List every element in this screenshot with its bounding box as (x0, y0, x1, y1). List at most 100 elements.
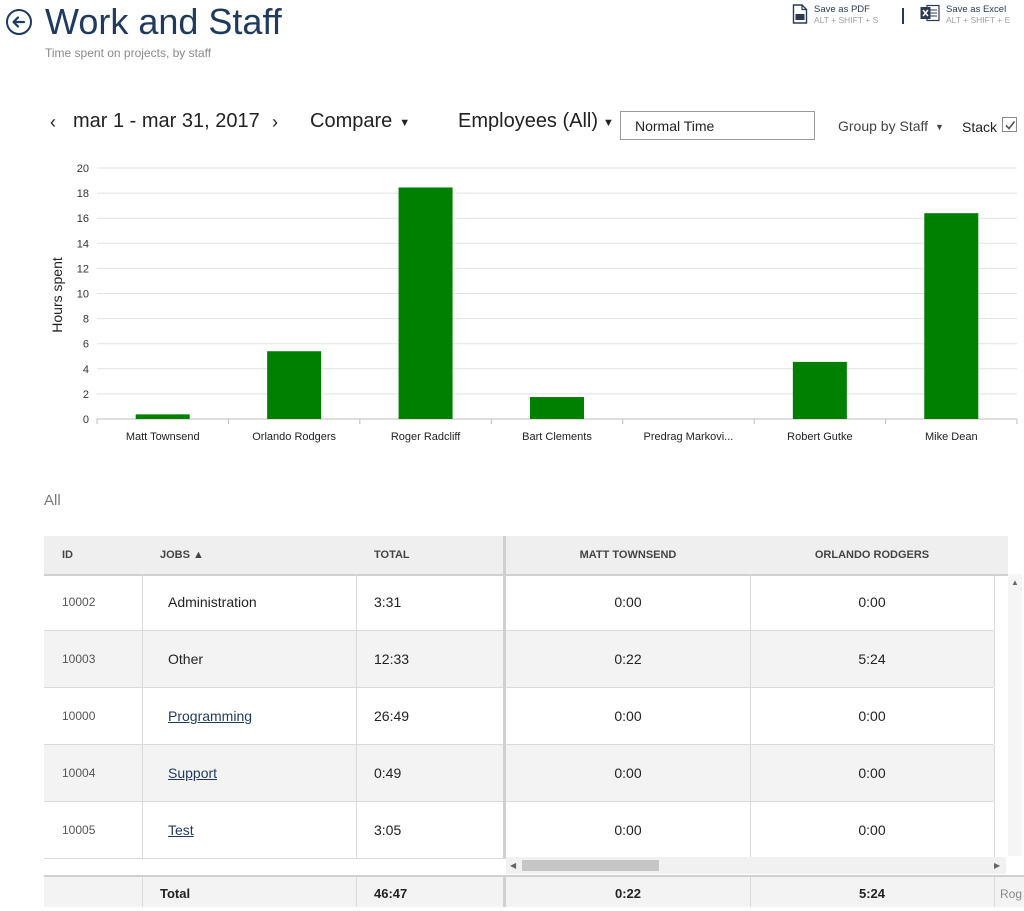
footer-divider (750, 877, 751, 907)
job-link[interactable]: Support (168, 765, 218, 781)
footer-orlando-rodgers-total: 5:24 (858, 886, 886, 901)
x-tick-label: Predrag Markovi... (643, 431, 733, 443)
compare-label: Compare (310, 110, 393, 132)
grid-footer: Total 46:47 0:22 5:24 Rog (44, 875, 1024, 907)
chart-gridlines (97, 167, 1017, 420)
employees-label: Employees (All) (458, 110, 599, 132)
bar[interactable] (792, 361, 847, 419)
y-tick-label: 14 (77, 238, 89, 250)
group-by-dropdown[interactable]: Group by Staff ▼ (838, 118, 944, 134)
cell-divider (750, 745, 751, 801)
table-row[interactable]: 10000 Programming 26:49 0:00 0:00 (44, 688, 995, 745)
y-tick-label: 10 (77, 289, 89, 301)
vertical-scrollbar[interactable]: ▲ (1008, 574, 1022, 856)
compare-dropdown[interactable]: Compare ▼ (310, 110, 410, 133)
horizontal-scrollbar[interactable]: ◀ ▶ (506, 857, 1006, 874)
arrow-left-icon (12, 16, 26, 28)
job-link[interactable]: Programming (168, 708, 253, 724)
y-tick-label: 8 (83, 314, 89, 326)
x-tick-label: Matt Townsend (126, 431, 200, 443)
footer-total-label: Total (160, 886, 191, 901)
row-id: 10004 (62, 766, 96, 780)
grid-header: ID JOBS ▲ TOTAL MATT TOWNSEND ORLANDO RO… (44, 536, 1008, 576)
header-total[interactable]: TOTAL (374, 549, 410, 561)
row-orlando-rodgers: 0:00 (858, 822, 886, 838)
row-matt-townsend: 0:00 (614, 594, 642, 610)
table-row[interactable]: 10005 Test 3:05 0:00 0:00 (44, 802, 995, 859)
employees-dropdown[interactable]: Employees (All) ▼ (458, 110, 614, 133)
chevron-down-icon: ▼ (935, 122, 944, 132)
row-orlando-rodgers: 5:24 (858, 651, 886, 667)
table-row[interactable]: 10003 Other 12:33 0:22 5:24 (44, 631, 995, 688)
job-link[interactable]: Test (168, 822, 194, 838)
footer-total-value: 46:47 (374, 886, 408, 901)
row-id: 10002 (62, 595, 96, 609)
checkmark-icon (1005, 121, 1016, 130)
data-grid: ID JOBS ▲ TOTAL MATT TOWNSEND ORLANDO RO… (44, 536, 1008, 859)
stack-checkbox[interactable] (1002, 117, 1017, 132)
bar[interactable] (530, 397, 584, 419)
y-tick-label: 20 (77, 163, 89, 175)
export-separator (902, 8, 904, 24)
header-jobs[interactable]: JOBS ▲ (160, 549, 204, 561)
header-matt-townsend[interactable]: MATT TOWNSEND (579, 549, 677, 561)
chart-y-axis-label: Hours spent (49, 257, 65, 333)
table-row[interactable]: 10002 Administration 3:31 0:00 0:00 (44, 574, 995, 631)
x-tick-label: Robert Gutke (787, 431, 852, 443)
bar[interactable] (267, 351, 322, 419)
cell-divider (142, 631, 143, 687)
cell-divider (142, 688, 143, 744)
scroll-up-icon[interactable]: ▲ (1011, 578, 1019, 587)
row-id: 10000 (62, 709, 96, 723)
row-matt-townsend: 0:22 (614, 651, 642, 667)
chart-bars (135, 187, 979, 419)
y-tick-label: 18 (77, 188, 89, 200)
x-tick-label: Bart Clements (522, 431, 592, 443)
cell-divider (750, 631, 751, 687)
table-row[interactable]: 10004 Support 0:49 0:00 0:00 (44, 745, 995, 802)
frozen-column-divider (503, 536, 506, 858)
page-title: Work and Staff (45, 1, 282, 42)
time-type-input[interactable] (620, 111, 815, 140)
cell-divider (356, 802, 357, 858)
group-by-label: Group by Staff (838, 118, 929, 134)
cell-divider (994, 574, 995, 630)
back-button[interactable] (6, 9, 32, 35)
job-name: Administration (168, 594, 257, 610)
row-total: 3:05 (374, 822, 402, 838)
y-tick-label: 6 (83, 339, 89, 351)
next-period-button[interactable]: › (272, 112, 278, 132)
row-job: Other (168, 631, 203, 687)
scroll-left-icon[interactable]: ◀ (510, 861, 517, 870)
y-tick-label: 2 (83, 389, 89, 401)
chevron-down-icon: ▼ (399, 116, 411, 129)
chart-x-ticks: Matt Townsend Orlando Rodgers Roger Radcli… (96, 419, 1018, 443)
row-total: 0:49 (374, 765, 402, 781)
row-matt-townsend: 0:00 (614, 765, 642, 781)
header-id[interactable]: ID (62, 549, 73, 561)
row-id: 10003 (62, 652, 96, 666)
bar[interactable] (924, 213, 979, 419)
row-total: 26:49 (374, 708, 410, 724)
y-tick-label: 4 (83, 364, 89, 376)
row-job: Test (168, 802, 194, 858)
scroll-right-icon[interactable]: ▶ (994, 861, 1001, 870)
bar[interactable] (135, 414, 190, 419)
cell-divider (142, 802, 143, 858)
save-excel-label: Save as Excel (946, 4, 1007, 15)
x-tick-label: Roger Radcliff (391, 431, 461, 443)
footer-divider (356, 877, 357, 907)
save-pdf-label: Save as PDF (814, 4, 870, 15)
y-tick-label: 12 (77, 263, 89, 275)
header-orlando-rodgers[interactable]: ORLANDO RODGERS (814, 549, 930, 561)
bar[interactable] (398, 187, 453, 419)
scrollbar-thumb[interactable] (522, 860, 659, 871)
excel-file-icon (920, 4, 940, 22)
save-excel-shortcut: ALT + SHIFT + E (946, 15, 1011, 25)
prev-period-button[interactable]: ‹ (50, 112, 56, 132)
row-job: Support (168, 745, 217, 801)
save-pdf-button[interactable]: Save as PDF ALT + SHIFT + S (792, 4, 878, 25)
save-excel-button[interactable]: Save as Excel ALT + SHIFT + E (920, 4, 1010, 25)
chart-y-ticks: 0 2 4 6 8 10 12 14 16 18 20 (77, 163, 89, 426)
stack-label: Stack (962, 119, 998, 135)
